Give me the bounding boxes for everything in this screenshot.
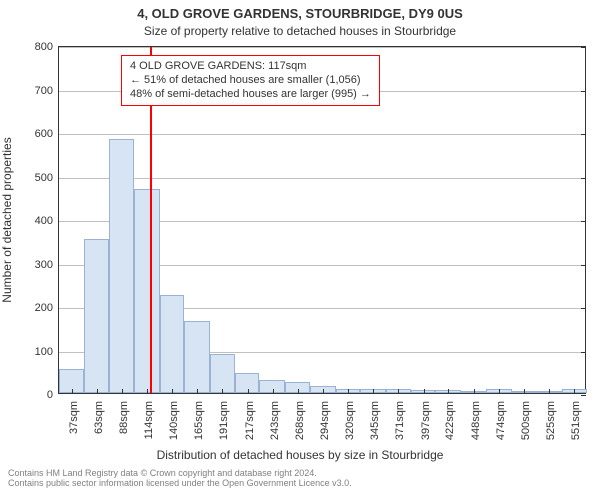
y-tick-mark <box>581 265 586 266</box>
grid-line <box>59 178 585 179</box>
x-tick-label: 294sqm <box>323 381 335 420</box>
y-tick-mark <box>581 308 586 309</box>
y-tick-mark <box>581 134 586 135</box>
y-tick-label: 600 <box>35 128 59 140</box>
y-tick-mark <box>581 352 586 353</box>
grid-line <box>59 47 585 48</box>
y-tick-label: 400 <box>35 215 59 227</box>
x-tick-label: 397sqm <box>424 381 436 420</box>
x-tick-label: 448sqm <box>474 381 486 420</box>
x-tick-label: 500sqm <box>524 381 536 420</box>
y-tick-label: 100 <box>35 346 59 358</box>
x-tick-label: 371sqm <box>398 381 410 420</box>
histogram-bar <box>134 189 159 393</box>
grid-line <box>59 134 585 135</box>
x-tick-label: 243sqm <box>273 381 285 420</box>
y-tick-mark <box>581 91 586 92</box>
y-tick-mark <box>581 47 586 48</box>
x-tick-label: 525sqm <box>549 381 561 420</box>
y-tick-label: 500 <box>35 172 59 184</box>
footnote: Contains HM Land Registry data © Crown c… <box>8 468 592 488</box>
y-tick-mark <box>581 178 586 179</box>
x-axis-label: Distribution of detached houses by size … <box>0 448 600 462</box>
y-tick-mark <box>581 221 586 222</box>
x-tick-label: 422sqm <box>448 381 460 420</box>
x-tick-label: 217sqm <box>248 381 260 420</box>
x-tick-label: 37sqm <box>72 384 84 417</box>
y-axis-label: Number of detached properties <box>0 137 14 302</box>
footnote-line: Contains public sector information licen… <box>8 478 592 488</box>
x-tick-label: 140sqm <box>172 381 184 420</box>
chart-title: 4, OLD GROVE GARDENS, STOURBRIDGE, DY9 0… <box>0 6 600 21</box>
x-tick-label: 345sqm <box>373 381 385 420</box>
x-tick-label: 551sqm <box>574 381 586 420</box>
y-tick-label: 200 <box>35 302 59 314</box>
plot-area: 010020030040050060070080037sqm63sqm88sqm… <box>58 46 586 394</box>
annotation-line: 4 OLD GROVE GARDENS: 117sqm <box>130 60 371 74</box>
x-tick-label: 165sqm <box>197 381 209 420</box>
x-tick-label: 114sqm <box>147 382 159 420</box>
x-tick-label: 191sqm <box>222 381 234 420</box>
x-tick-label: 268sqm <box>298 381 310 420</box>
x-tick-label: 88sqm <box>122 384 134 417</box>
footnote-line: Contains HM Land Registry data © Crown c… <box>8 468 592 478</box>
y-tick-label: 0 <box>47 389 59 401</box>
y-tick-label: 800 <box>35 41 59 53</box>
histogram-bar <box>160 295 184 393</box>
y-tick-label: 300 <box>35 259 59 271</box>
histogram-bar <box>84 239 108 393</box>
chart-subtitle: Size of property relative to detached ho… <box>0 24 600 38</box>
annotation-line: ← 51% of detached houses are smaller (1,… <box>130 74 371 88</box>
x-tick-label: 320sqm <box>348 381 360 420</box>
histogram-bar <box>109 139 134 393</box>
annotation-box: 4 OLD GROVE GARDENS: 117sqm ← 51% of det… <box>121 55 380 106</box>
chart-container: 4, OLD GROVE GARDENS, STOURBRIDGE, DY9 0… <box>0 0 600 500</box>
x-tick-label: 474sqm <box>499 381 511 420</box>
annotation-line: 48% of semi-detached houses are larger (… <box>130 88 371 102</box>
y-tick-label: 700 <box>35 85 59 97</box>
x-tick-label: 63sqm <box>97 384 109 417</box>
